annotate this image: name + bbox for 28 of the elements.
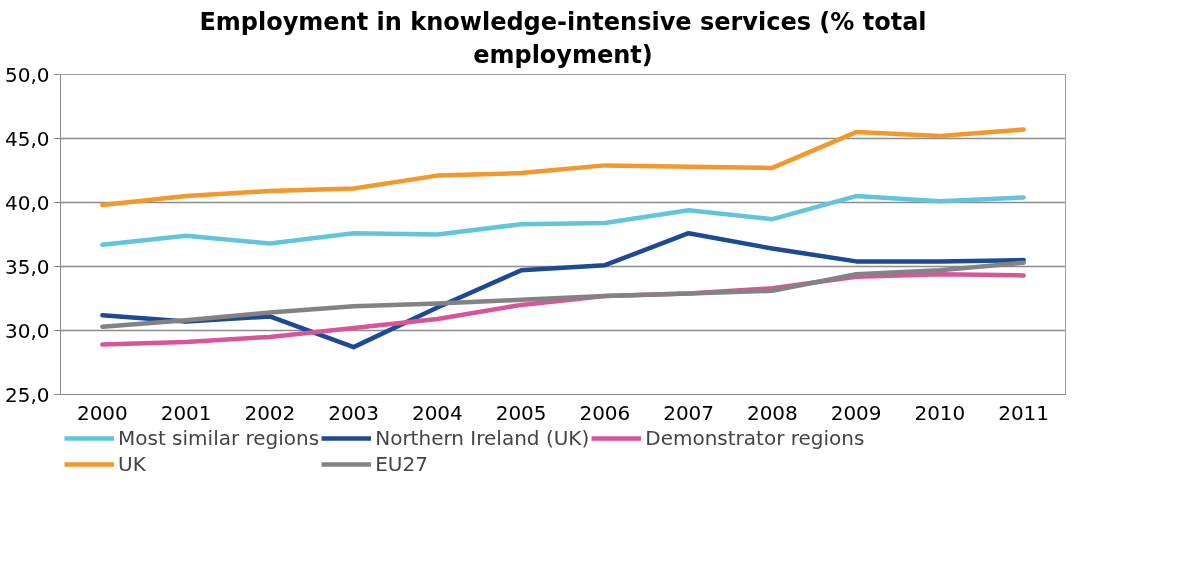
x-tick-label: 2008 [746, 400, 798, 425]
x-tick-label: 2002 [244, 400, 296, 425]
legend-label: Demonstrator regions [645, 426, 865, 450]
y-tick-label: 45,0 [4, 126, 50, 151]
x-tick-label: 2004 [411, 400, 463, 425]
legend-label: EU27 [375, 452, 428, 476]
x-tick-label: 2010 [914, 400, 966, 425]
legend-label: UK [118, 452, 146, 476]
x-tick-label: 2003 [328, 400, 380, 425]
x-tick-label: 2006 [579, 400, 631, 425]
chart-title: Employment in knowledge-intensive services (% total employment) [199, 7, 927, 70]
line-series [100, 230, 1026, 350]
legend-label: Most similar regions [118, 426, 320, 450]
x-tick-label: 2009 [830, 400, 882, 425]
x-tick-label: 2011 [998, 400, 1050, 425]
y-tick-label: 40,0 [4, 190, 50, 215]
line-series [100, 193, 1026, 247]
y-tick-label: 35,0 [4, 254, 50, 279]
y-tick-label: 30,0 [4, 318, 50, 343]
x-tick-label: 2001 [160, 400, 212, 425]
line-series [100, 127, 1026, 208]
legend-label: Northern Ireland (UK) [375, 426, 590, 450]
line-series [100, 260, 1026, 329]
y-tick-label: 50,0 [4, 62, 50, 87]
x-tick-label: 2005 [495, 400, 547, 425]
x-tick-label: 2000 [76, 400, 128, 425]
y-tick-label: 25,0 [4, 382, 50, 407]
x-tick-label: 2007 [663, 400, 715, 425]
